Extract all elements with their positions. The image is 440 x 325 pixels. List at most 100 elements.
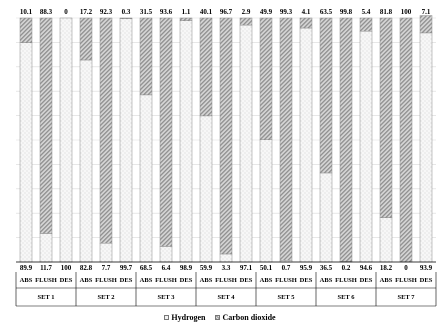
bar-carbon-dioxide	[99, 17, 113, 244]
tick-label: DES	[420, 277, 433, 284]
data-label-carbon-dioxide: 0	[64, 8, 68, 16]
data-label-hydrogen: 82.8	[80, 264, 93, 272]
legend-item-hydrogen: Hydrogen	[164, 313, 205, 322]
data-label-hydrogen: 11.7	[40, 264, 52, 272]
data-label-carbon-dioxide: 17.2	[80, 8, 93, 16]
bar-hydrogen	[379, 217, 393, 263]
bar-carbon-dioxide	[379, 17, 393, 218]
bar-carbon-dioxide	[219, 17, 233, 255]
bar-hydrogen	[199, 115, 213, 263]
data-label-carbon-dioxide: 88.3	[40, 8, 53, 16]
bar-carbon-dioxide	[79, 17, 93, 61]
tick-label: FLUSH	[215, 277, 237, 284]
data-label-carbon-dioxide: 93.6	[160, 8, 173, 16]
data-label-hydrogen: 0.7	[282, 264, 291, 272]
bar-hydrogen	[139, 94, 153, 263]
data-label-carbon-dioxide: 63.5	[320, 8, 333, 16]
bar-carbon-dioxide	[339, 17, 353, 262]
data-label-hydrogen: 99.7	[120, 264, 133, 272]
tick-label: DES	[240, 277, 253, 284]
group-label: SET 7	[397, 294, 415, 301]
bar-hydrogen	[259, 139, 273, 263]
bar-hydrogen	[119, 18, 133, 263]
data-label-hydrogen: 94.6	[360, 264, 373, 272]
bar-hydrogen	[19, 42, 33, 263]
tick-label: ABS	[320, 277, 333, 284]
data-label-hydrogen: 100	[61, 264, 72, 272]
tick-label: DES	[180, 277, 193, 284]
tick-label: FLUSH	[95, 277, 117, 284]
tick-label: DES	[120, 277, 133, 284]
bar-carbon-dioxide	[139, 17, 153, 96]
carbon-dioxide-swatch-icon	[215, 314, 221, 320]
data-label-hydrogen: 68.5	[140, 264, 153, 272]
tick-label: DES	[360, 277, 373, 284]
bar-carbon-dioxide	[399, 17, 413, 263]
bar-carbon-dioxide	[159, 17, 173, 247]
tick-label: DES	[60, 277, 73, 284]
bar-hydrogen	[79, 59, 93, 263]
data-label-carbon-dioxide: 2.9	[242, 8, 251, 16]
bar-carbon-dioxide	[19, 17, 33, 43]
bar-hydrogen	[39, 233, 53, 263]
legend-label-carbon-dioxide: Carbon dioxide	[222, 312, 276, 322]
group-label: SET 5	[277, 294, 295, 301]
legend: Hydrogen Carbon dioxide	[0, 311, 440, 323]
group-label: SET 1	[37, 294, 54, 301]
tick-label: ABS	[200, 277, 213, 284]
data-label-carbon-dioxide: 10.1	[20, 8, 33, 16]
tick-label: FLUSH	[275, 277, 297, 284]
hydrogen-swatch-icon	[164, 314, 170, 320]
data-label-hydrogen: 36.5	[320, 264, 333, 272]
bar-carbon-dioxide	[359, 17, 373, 32]
bar-carbon-dioxide	[279, 17, 293, 261]
data-label-carbon-dioxide: 31.5	[140, 8, 153, 16]
tick-label: ABS	[80, 277, 93, 284]
data-label-hydrogen: 3.3	[222, 264, 231, 272]
data-label-hydrogen: 97.1	[240, 264, 253, 272]
data-label-hydrogen: 0.2	[342, 264, 351, 272]
bar-carbon-dioxide	[199, 17, 213, 117]
data-label-hydrogen: 98.9	[180, 264, 193, 272]
bar-carbon-dioxide	[239, 17, 253, 26]
group-label: SET 3	[157, 294, 175, 301]
group-label: SET 6	[337, 294, 355, 301]
bar-hydrogen	[419, 32, 433, 263]
tick-label: DES	[300, 277, 313, 284]
bar-carbon-dioxide	[299, 17, 313, 29]
tick-label: ABS	[140, 277, 153, 284]
bar-hydrogen	[159, 246, 173, 263]
data-label-hydrogen: 18.2	[380, 264, 393, 272]
data-label-carbon-dioxide: 100	[401, 8, 412, 16]
bar-carbon-dioxide	[319, 17, 333, 174]
data-label-carbon-dioxide: 0.3	[122, 8, 131, 16]
data-label-hydrogen: 0	[404, 264, 408, 272]
data-label-carbon-dioxide: 49.9	[260, 8, 273, 16]
tick-label: ABS	[260, 277, 273, 284]
data-label-hydrogen: 6.4	[162, 264, 171, 272]
data-label-carbon-dioxide: 5.4	[362, 8, 371, 16]
bar-carbon-dioxide	[119, 17, 133, 19]
bars	[19, 15, 433, 263]
data-labels: 10.1 89.9 88.3 11.7 0 100 17.2 82.8 92.3 7.7 0.3 99…	[20, 8, 433, 272]
tick-label: FLUSH	[155, 277, 177, 284]
data-label-carbon-dioxide: 4.1	[302, 8, 311, 16]
data-label-hydrogen: 95.9	[300, 264, 313, 272]
tick-label: ABS	[20, 277, 33, 284]
bar-hydrogen	[239, 24, 253, 263]
data-label-hydrogen: 7.7	[102, 264, 111, 272]
data-label-hydrogen: 50.1	[260, 264, 273, 272]
bar-hydrogen	[299, 27, 313, 263]
data-label-carbon-dioxide: 92.3	[100, 8, 113, 16]
tick-label: FLUSH	[35, 277, 57, 284]
bar-hydrogen	[219, 253, 233, 263]
bar-hydrogen	[99, 242, 113, 263]
legend-item-carbon-dioxide: Carbon dioxide	[215, 312, 276, 322]
data-label-carbon-dioxide: 7.1	[422, 8, 431, 16]
bar-carbon-dioxide	[39, 17, 53, 234]
bar-hydrogen	[179, 20, 193, 263]
data-label-carbon-dioxide: 40.1	[200, 8, 213, 16]
data-label-carbon-dioxide: 81.8	[380, 8, 393, 16]
